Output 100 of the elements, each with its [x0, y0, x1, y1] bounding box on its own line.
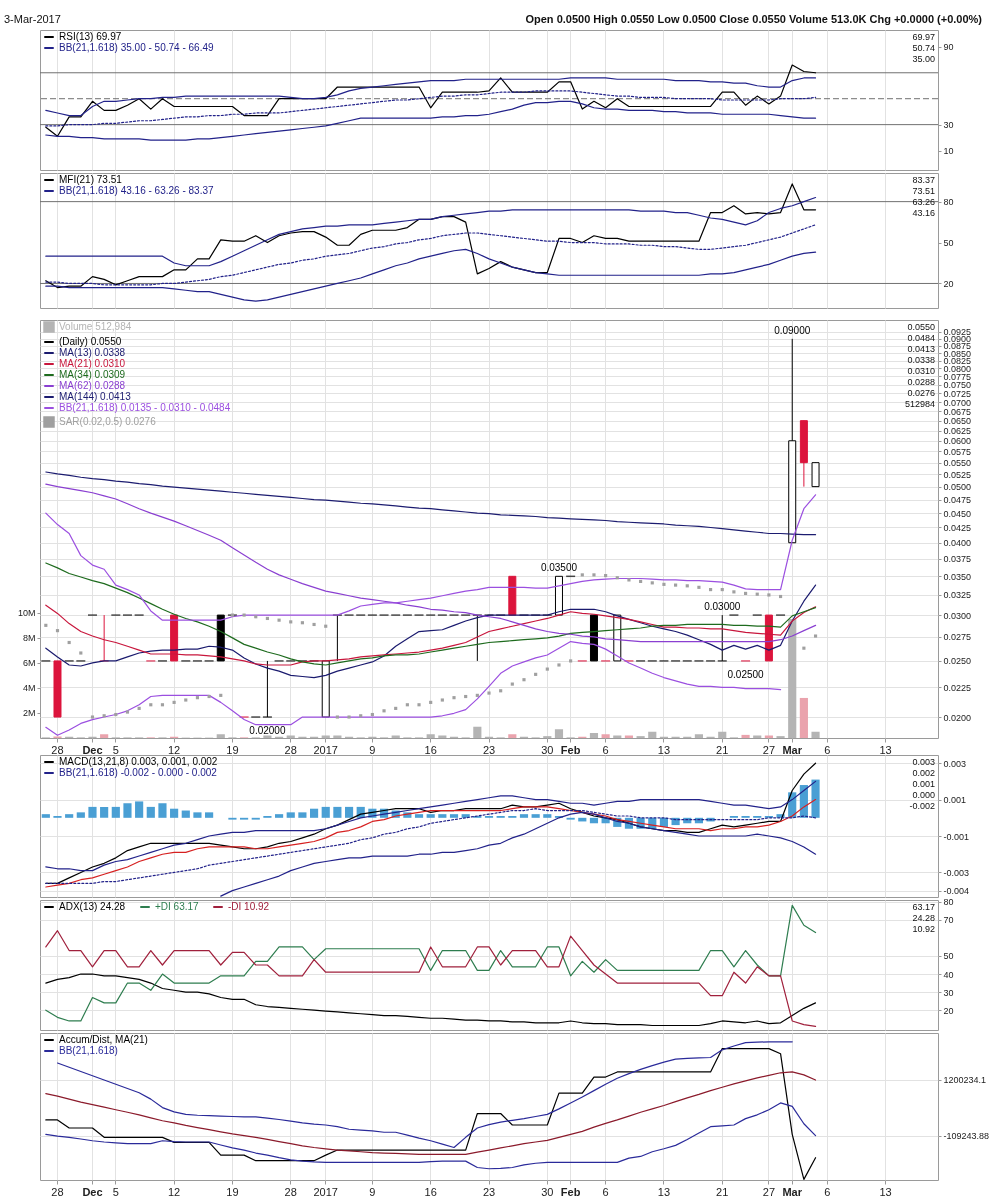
x-tick-label: 28	[51, 743, 64, 756]
y-tick-label: 0.0700	[943, 397, 972, 408]
y-tick-label: 0.0600	[943, 436, 972, 447]
y2-tick-label: 10M	[17, 608, 36, 619]
y-tick-label: 0.0525	[943, 469, 972, 480]
y-tick-label: 0.001	[943, 795, 967, 806]
legend-label: ADX(13) 24.28	[59, 901, 126, 912]
y-tick-label: 0.0325	[943, 590, 972, 601]
annotation: 0.0550	[907, 322, 935, 332]
y-tick-label: 20	[943, 1005, 954, 1016]
y-tick-label: 0.0500	[943, 482, 972, 493]
y2-tick-label: 6M	[22, 658, 36, 669]
legend-label: MACD(13,21,8) 0.003, 0.001, 0.002	[59, 756, 218, 767]
y-tick-label: 0.0775	[943, 371, 972, 382]
y-tick-label: 0.0750	[943, 380, 972, 391]
y-tick-label: -109243.88	[943, 1131, 990, 1142]
x-tick-label: 6	[824, 1185, 831, 1198]
annotation: 73.51	[912, 186, 935, 196]
y-tick-label: 70	[943, 915, 954, 926]
annotation: 0.0413	[907, 344, 935, 354]
y-tick-label: 0.0450	[943, 508, 972, 519]
y2-tick-label: 8M	[22, 633, 36, 644]
legend-label: SAR(0.02,0.5) 0.0276	[59, 416, 157, 427]
x-tick-label: 28	[284, 743, 297, 756]
x-tick-label: 2017	[313, 743, 338, 756]
annotation: 0.000	[912, 790, 935, 800]
legend-label: MA(144) 0.0413	[59, 391, 132, 402]
annotation: 35.00	[912, 54, 935, 64]
x-tick-label: 5	[112, 1185, 119, 1198]
legend-label: RSI(13) 69.97	[59, 31, 122, 42]
x-tick-label: 9	[369, 743, 376, 756]
y-tick-label: 90	[943, 42, 954, 53]
y-tick-label: 80	[943, 897, 954, 908]
x-tick-label: 21	[716, 1185, 729, 1198]
annotation: 63.17	[912, 902, 935, 912]
annotation: 0.0276	[907, 388, 935, 398]
legend-label: +DI 63.17	[155, 901, 200, 912]
y-tick-label: -0.003	[943, 867, 970, 878]
y-tick-label: 0.0300	[943, 610, 972, 621]
y-tick-label: 0.0350	[943, 571, 972, 582]
annotation: 50.74	[912, 43, 935, 53]
annotation: 0.001	[912, 779, 935, 789]
annotation: 0.0288	[907, 377, 935, 387]
y-tick-label: 0.003	[943, 758, 967, 769]
legend-label: MA(34) 0.0309	[59, 369, 126, 380]
x-tick-label: Mar	[782, 1185, 803, 1198]
y-tick-label: 0.0250	[943, 656, 972, 667]
text: 0.09000	[774, 324, 811, 336]
legend-label: Accum/Dist, MA(21)	[59, 1034, 148, 1045]
y-tick-label: 0.0550	[943, 458, 972, 469]
x-tick-label: 19	[226, 1185, 239, 1198]
x-tick-label: Mar	[782, 743, 803, 756]
text: 0.02000	[249, 725, 286, 737]
x-tick-label: 2017	[313, 1185, 338, 1198]
y-tick-label: 80	[943, 197, 954, 208]
y-tick-label: -0.004	[943, 886, 970, 897]
annotation: 10.92	[912, 924, 935, 934]
annotation: 83.37	[912, 175, 935, 185]
x-tick-label: 13	[657, 1185, 671, 1198]
x-tick-label: Feb	[560, 1185, 581, 1198]
x-tick-label: 6	[824, 743, 831, 756]
annotation: 0.002	[912, 768, 935, 778]
y-tick-label: 0.0625	[943, 426, 972, 437]
x-tick-label: Dec	[82, 743, 103, 756]
x-tick-label: 30	[541, 1185, 554, 1198]
y-tick-label: -0.001	[943, 831, 970, 842]
x-tick-label: 16	[424, 743, 437, 756]
annotation: 512984	[904, 399, 935, 409]
legend-label: MA(62) 0.0288	[59, 380, 126, 391]
text: 0.02500	[727, 668, 764, 680]
y-tick-label: 0.0200	[943, 712, 972, 723]
x-tick-label: 13	[657, 743, 671, 756]
x-tick-label: 6	[602, 1185, 609, 1198]
legend-label: MA(13) 0.0338	[59, 347, 126, 358]
y-tick-label: 0.0475	[943, 495, 972, 506]
x-tick-label: 16	[424, 1185, 437, 1198]
y2-tick-label: 2M	[22, 708, 36, 719]
y-tick-label: 1200234.1	[943, 1075, 987, 1086]
legend-label: BB(21,1.618) 0.0135 - 0.0310 - 0.0484	[59, 402, 231, 413]
x-tick-label: 21	[716, 743, 729, 756]
legend-label: -DI 10.92	[228, 901, 270, 912]
x-tick-label: 9	[369, 1185, 376, 1198]
y-tick-label: 40	[943, 969, 954, 980]
text: 0.03000	[704, 601, 741, 613]
y-tick-label: 0.0725	[943, 388, 972, 399]
y-tick-label: 50	[943, 951, 954, 962]
x-tick-label: 13	[879, 1185, 892, 1198]
x-tick-label: 12	[167, 1185, 181, 1198]
x-tick-label: 12	[167, 743, 181, 756]
y-tick-label: 0.0225	[943, 682, 972, 693]
text: 0.03500	[540, 562, 578, 574]
y-tick-label: 0.0375	[943, 554, 972, 565]
y-tick-label: 0.0425	[943, 523, 972, 533]
x-tick-label: 30	[541, 743, 554, 756]
legend-label: MA(21) 0.0310	[59, 358, 126, 369]
x-tick-label: 23	[482, 1185, 496, 1198]
y-tick-label: 0.0675	[943, 406, 972, 417]
x-tick-label: 6	[602, 743, 609, 756]
x-tick-label: 5	[112, 743, 119, 756]
annotation: 0.0484	[907, 333, 935, 343]
